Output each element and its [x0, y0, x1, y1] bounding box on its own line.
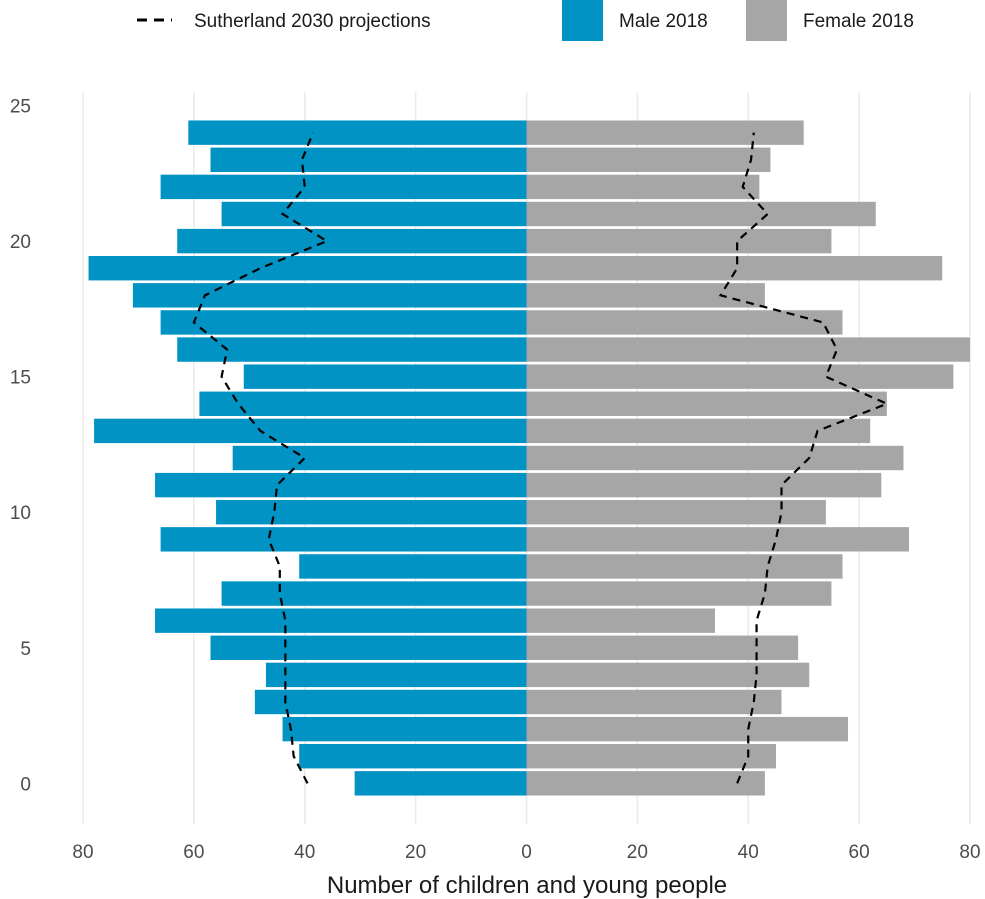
y-tick-label-2: 10: [10, 503, 31, 524]
male-bar-age-2: [282, 716, 527, 742]
x-axis-ticks: 80 60 40 20 0 20 40 60 80: [72, 842, 980, 863]
male-bar-age-8: [299, 554, 527, 579]
female-bar-age-11: [526, 472, 882, 498]
female-bar-age-2: [526, 716, 849, 742]
male-bar-age-22: [160, 174, 527, 200]
female-bar-age-16: [526, 337, 970, 362]
y-tick-label-3: 15: [10, 368, 31, 389]
male-bar-age-24: [188, 120, 527, 145]
y-tick-label-0: 0: [20, 774, 31, 795]
female-bar-age-1: [526, 744, 776, 769]
female-bar-age-14: [526, 391, 887, 416]
female-bar-age-9: [526, 527, 910, 552]
female-bar-age-10: [526, 500, 826, 525]
y-tick-label-4: 20: [10, 232, 31, 253]
female-bar-age-3: [526, 689, 782, 715]
female-bar-age-24: [526, 120, 804, 145]
y-axis-ticks: 0 5 10 15 20 25: [10, 97, 31, 796]
male-bar-age-9: [160, 527, 527, 552]
male-bar-age-17: [160, 310, 527, 335]
male-bar-age-4: [265, 662, 527, 688]
male-bar-age-23: [210, 147, 527, 172]
male-bar-age-10: [216, 500, 527, 525]
female-bar-age-22: [526, 174, 760, 200]
projection-line-female: [718, 132, 890, 784]
female-bar-age-12: [526, 445, 904, 471]
x-tick-label-4: 0: [521, 842, 532, 863]
x-tick-label-1: 60: [183, 842, 204, 863]
y-tick-label-5: 25: [10, 97, 31, 118]
bars: [88, 120, 970, 796]
female-bar-age-6: [526, 608, 715, 633]
female-bar-age-19: [526, 256, 943, 281]
male-bar-age-7: [221, 581, 527, 606]
male-bar-age-21: [221, 201, 527, 227]
male-bar-age-1: [299, 744, 527, 769]
female-bar-age-13: [526, 418, 871, 444]
x-tick-label-2: 40: [294, 842, 315, 863]
x-tick-label-3: 20: [405, 842, 426, 863]
female-bar-age-17: [526, 310, 843, 335]
female-bar-age-20: [526, 228, 832, 254]
x-tick-label-0: 80: [72, 842, 93, 863]
male-bar-age-14: [199, 391, 527, 416]
y-tick-label-1: 5: [20, 639, 31, 660]
male-bar-age-15: [243, 364, 527, 389]
x-tick-label-5: 20: [627, 842, 648, 863]
male-bar-age-6: [155, 608, 527, 633]
male-bar-age-18: [132, 283, 527, 308]
female-bar-age-8: [526, 554, 843, 579]
female-bar-age-21: [526, 201, 876, 227]
x-tick-label-7: 60: [849, 842, 870, 863]
male-bar-age-19: [88, 256, 527, 281]
male-bar-age-20: [177, 228, 527, 254]
projection-line-male: [192, 132, 330, 784]
female-bar-age-18: [526, 283, 765, 308]
female-bar-age-4: [526, 662, 810, 688]
legend: Sutherland 2030 projections Male 2018 Fe…: [137, 0, 914, 41]
legend-female-swatch: [746, 0, 787, 41]
male-bar-age-5: [210, 635, 527, 660]
female-bar-age-0: [526, 771, 765, 796]
female-bar-age-23: [526, 147, 771, 172]
male-bar-age-0: [354, 771, 527, 796]
male-bar-age-3: [254, 689, 527, 715]
x-axis-title: Number of children and young people: [327, 872, 727, 899]
projection-lines: [192, 132, 890, 784]
legend-label-projections: Sutherland 2030 projections: [194, 11, 431, 32]
legend-label-female: Female 2018: [803, 11, 914, 32]
x-tick-label-8: 80: [959, 842, 980, 863]
x-tick-label-6: 40: [738, 842, 759, 863]
female-bar-age-5: [526, 635, 799, 660]
female-bar-age-15: [526, 364, 954, 389]
legend-label-male: Male 2018: [619, 11, 708, 32]
legend-male-swatch: [562, 0, 603, 41]
male-bar-age-16: [177, 337, 527, 362]
female-bar-age-7: [526, 581, 832, 606]
male-bar-age-12: [232, 445, 527, 471]
male-bar-age-11: [155, 472, 527, 498]
male-bar-age-13: [94, 418, 527, 444]
